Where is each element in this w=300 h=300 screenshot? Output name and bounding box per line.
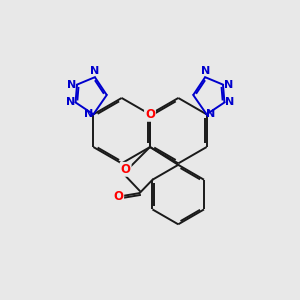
- Text: N: N: [225, 98, 234, 107]
- Text: N: N: [90, 66, 100, 76]
- Text: N: N: [224, 80, 233, 90]
- Text: N: N: [206, 109, 216, 119]
- Text: N: N: [66, 98, 75, 107]
- Text: N: N: [67, 80, 76, 90]
- Text: O: O: [121, 163, 130, 176]
- Text: O: O: [113, 190, 123, 202]
- Text: N: N: [84, 109, 94, 119]
- Text: O: O: [145, 108, 155, 121]
- Text: N: N: [200, 66, 210, 76]
